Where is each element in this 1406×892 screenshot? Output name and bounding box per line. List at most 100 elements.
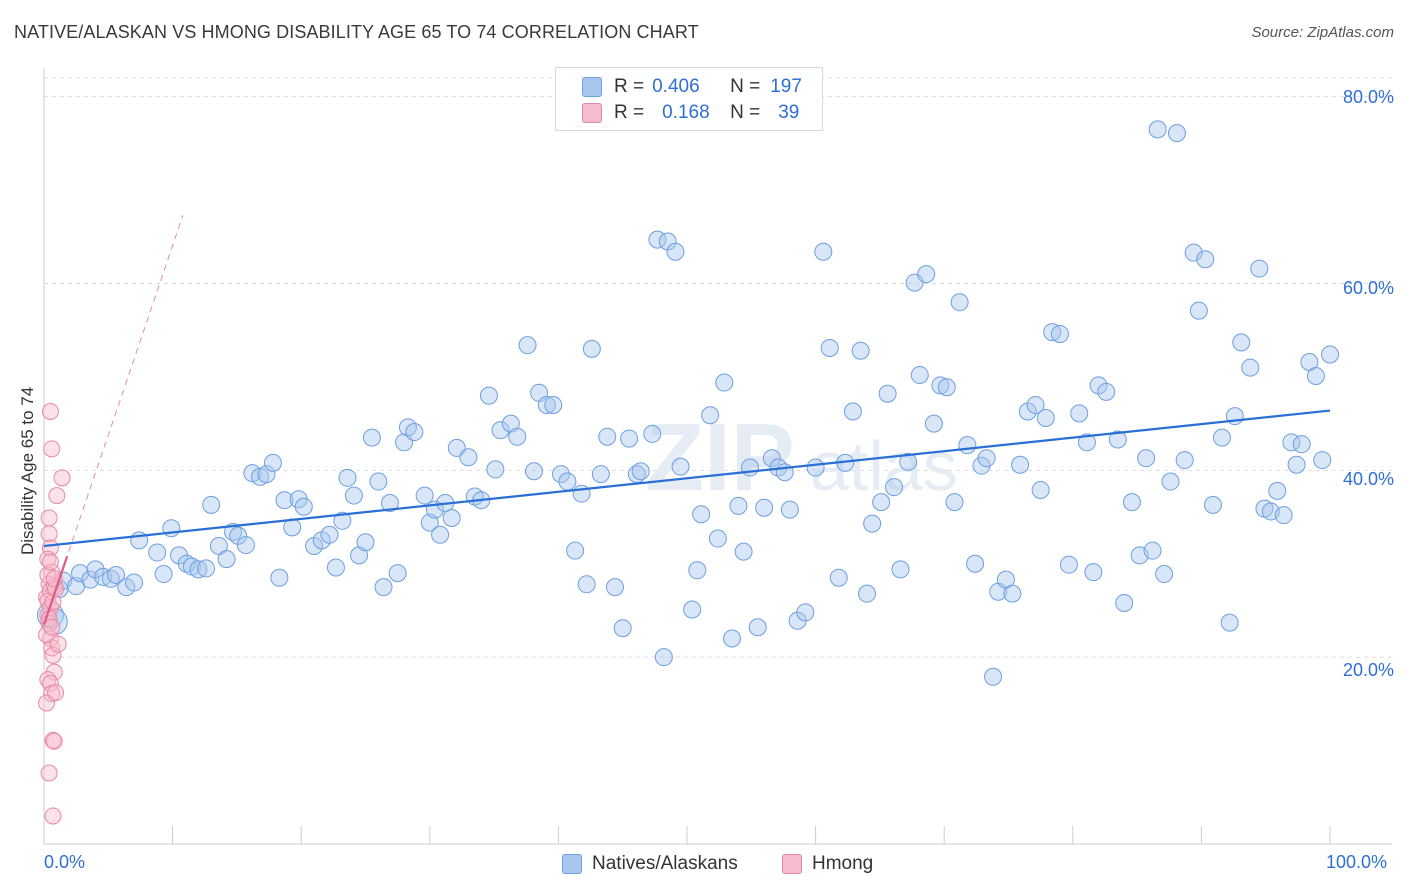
- natives-point: [598, 427, 617, 446]
- natives-point: [405, 423, 424, 442]
- x-tick-label-0: 0.0%: [44, 852, 86, 872]
- natives-point: [950, 293, 969, 312]
- natives-point: [843, 402, 862, 421]
- natives-point: [551, 465, 570, 484]
- natives-point: [1031, 480, 1050, 499]
- source-label: Source: ZipAtlas.com: [1251, 24, 1394, 41]
- y-tick-label-80: 80.0%: [1342, 87, 1394, 107]
- natives-point: [692, 505, 711, 524]
- natives-point: [415, 486, 434, 505]
- natives-point: [1148, 120, 1167, 139]
- natives-point: [344, 486, 363, 505]
- natives-point: [442, 508, 461, 527]
- y-tick-label-40: 40.0%: [1342, 469, 1394, 489]
- natives-swatch: [582, 77, 602, 97]
- natives-point: [984, 667, 1003, 686]
- natives-point: [275, 491, 294, 510]
- hmong-r-label: R =: [614, 102, 645, 123]
- natives-point: [945, 493, 964, 512]
- hmong-point: [44, 807, 62, 825]
- hmong-point: [48, 487, 66, 505]
- natives-point: [326, 558, 345, 577]
- natives-point: [762, 449, 781, 468]
- natives-point: [398, 418, 417, 437]
- hmong-point: [44, 593, 62, 611]
- natives-point: [1043, 323, 1062, 342]
- natives-point: [263, 453, 282, 472]
- natives-point: [459, 448, 478, 467]
- natives-point: [1241, 358, 1260, 377]
- natives-point: [1036, 409, 1055, 428]
- natives-point: [518, 336, 537, 355]
- natives-point: [924, 414, 943, 433]
- natives-point: [1115, 593, 1134, 612]
- bottom-hmong-label: Hmong: [812, 853, 874, 874]
- natives-point: [688, 561, 707, 580]
- natives-point: [977, 449, 996, 468]
- natives-point: [734, 542, 753, 561]
- natives-point: [780, 500, 799, 519]
- natives-point: [236, 536, 255, 555]
- natives-point: [613, 619, 632, 638]
- natives-point: [1018, 402, 1037, 421]
- natives-point: [658, 232, 677, 251]
- natives-point: [1268, 481, 1287, 500]
- natives-point: [86, 560, 105, 579]
- natives-point: [154, 565, 173, 584]
- hmong-point: [41, 402, 59, 420]
- natives-point: [217, 550, 236, 569]
- natives-point: [1143, 541, 1162, 560]
- natives-point: [1306, 366, 1325, 385]
- natives-point: [356, 533, 375, 552]
- natives-point: [558, 472, 577, 491]
- natives-point: [1122, 493, 1141, 512]
- watermark-zip: ZIP: [645, 404, 794, 511]
- natives-point: [1050, 324, 1069, 343]
- natives-point: [966, 554, 985, 573]
- natives-r-value: 0.406: [652, 76, 700, 97]
- natives-trend-line: [43, 409, 1331, 548]
- natives-point: [631, 462, 650, 481]
- natives-point: [1077, 433, 1096, 452]
- natives-n-label: N =: [730, 76, 761, 97]
- watermark-atlas: atlas: [810, 427, 958, 505]
- natives-point: [320, 525, 339, 544]
- natives-point: [577, 575, 596, 594]
- hmong-point: [40, 525, 58, 543]
- natives-point: [491, 421, 510, 440]
- natives-point: [107, 565, 126, 584]
- hmong-point: [47, 684, 65, 702]
- natives-point: [820, 338, 839, 357]
- natives-point: [910, 366, 929, 385]
- natives-point: [479, 386, 498, 405]
- natives-point: [338, 468, 357, 487]
- natives-point: [1274, 506, 1293, 525]
- natives-point: [431, 525, 450, 544]
- natives-point: [537, 395, 556, 414]
- natives-point: [755, 498, 774, 517]
- natives-point: [715, 373, 734, 392]
- natives-point: [350, 546, 369, 565]
- natives-point: [333, 511, 352, 530]
- natives-point: [1097, 382, 1116, 401]
- axes: [43, 68, 1392, 845]
- natives-point: [937, 378, 956, 397]
- natives-point: [189, 560, 208, 579]
- natives-point: [1089, 376, 1108, 395]
- natives-point: [125, 573, 144, 592]
- natives-point: [814, 242, 833, 261]
- natives-point: [148, 543, 167, 562]
- natives-point: [1196, 250, 1215, 269]
- natives-point: [508, 427, 527, 446]
- natives-point: [566, 541, 585, 560]
- natives-point: [591, 465, 610, 484]
- natives-point: [1003, 584, 1022, 603]
- natives-point: [524, 462, 543, 481]
- natives-point: [701, 406, 720, 425]
- natives-point: [666, 242, 685, 261]
- natives-point: [958, 436, 977, 455]
- natives-point: [796, 603, 815, 622]
- hmong-point: [45, 732, 63, 750]
- natives-n-value: 197: [770, 76, 802, 97]
